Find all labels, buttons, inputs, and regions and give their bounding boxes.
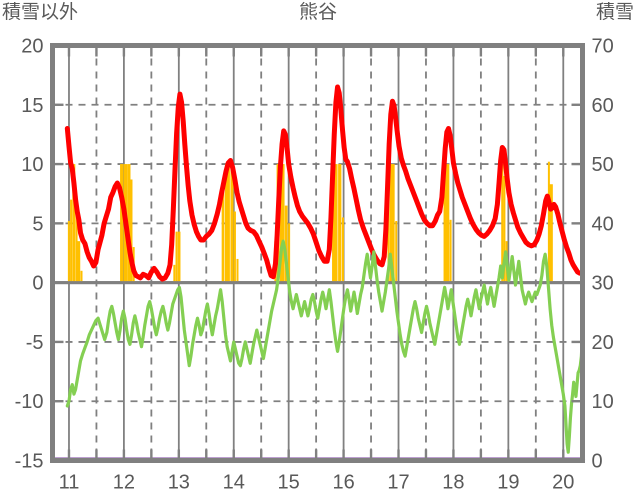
bar	[224, 164, 230, 283]
left-axis-caption: 積雪以外	[2, 1, 79, 23]
y-tick-label-left: 5	[32, 213, 43, 235]
bar	[75, 196, 78, 283]
bar	[70, 199, 73, 283]
x-tick-label: 14	[223, 472, 245, 494]
bar	[389, 164, 395, 283]
bar	[233, 211, 236, 283]
y-tick-label-right: 20	[592, 332, 614, 354]
bar	[130, 179, 133, 283]
x-tick-label: 13	[168, 472, 190, 494]
y-tick-label-left: -5	[26, 332, 44, 354]
bar	[236, 258, 239, 283]
bar	[547, 161, 550, 283]
y-tick-label-right: 30	[592, 273, 614, 295]
bar	[77, 241, 81, 283]
bar	[230, 164, 234, 283]
bar	[279, 164, 285, 283]
x-tick-label: 19	[497, 472, 519, 494]
y-tick-label-right: 0	[592, 451, 603, 473]
y-tick-label-right: 70	[592, 36, 614, 58]
bar	[80, 270, 83, 283]
bar	[395, 220, 398, 283]
bar	[284, 205, 288, 283]
page-title: 熊谷	[298, 1, 337, 23]
y-tick-label-right: 40	[592, 213, 614, 235]
y-tick-label-right: 60	[592, 95, 614, 117]
x-tick-label: 18	[442, 472, 464, 494]
bar	[341, 217, 344, 283]
bar	[332, 164, 338, 283]
x-tick-label: 12	[113, 472, 135, 494]
bar	[288, 223, 291, 283]
x-tick-label: 17	[387, 472, 409, 494]
y-tick-label-left: 15	[21, 95, 43, 117]
axis-ticks	[52, 45, 583, 461]
bar	[120, 164, 124, 283]
bar	[127, 164, 131, 283]
bar	[501, 164, 504, 283]
x-tick-label: 15	[278, 472, 300, 494]
bar	[549, 184, 553, 283]
right-axis-caption: 積雪	[595, 1, 634, 23]
bar	[72, 164, 76, 283]
x-tick-label: 16	[332, 472, 354, 494]
bar	[449, 219, 452, 283]
bar	[338, 164, 342, 283]
bar	[175, 231, 178, 283]
y-tick-label-left: 0	[32, 273, 43, 295]
y-tick-label-left: -15	[15, 451, 44, 473]
y-tick-label-left: 10	[21, 154, 43, 176]
y-tick-label-left: 20	[21, 36, 43, 58]
y-tick-label-left: -10	[15, 391, 44, 413]
series-line	[64, 84, 583, 282]
y-tick-label-right: 50	[592, 154, 614, 176]
bar	[177, 231, 181, 283]
y-tick-label-right: 10	[592, 391, 614, 413]
series-lines-group	[51, 84, 586, 462]
bar	[443, 161, 446, 283]
x-tick-label: 11	[59, 472, 80, 494]
bar	[173, 264, 176, 283]
bar	[67, 220, 70, 283]
bar	[503, 175, 506, 283]
series-line	[65, 239, 585, 454]
bar	[445, 164, 450, 283]
bar	[221, 185, 225, 283]
axis-frame	[50, 43, 585, 463]
x-tick-label: 20	[552, 472, 574, 494]
